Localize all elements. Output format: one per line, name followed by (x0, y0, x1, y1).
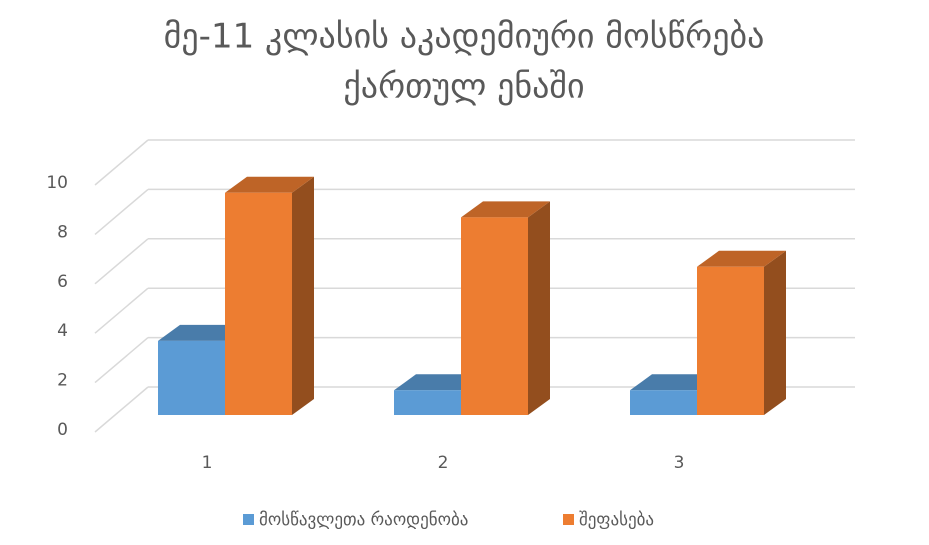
grid-line (94, 188, 149, 235)
chart-title: ქართულ ენაში (343, 67, 584, 107)
grid-line (94, 337, 149, 384)
grid-line (94, 139, 149, 186)
bar-front (461, 217, 528, 415)
y-tick-label: 0 (57, 420, 68, 440)
bar-side (292, 176, 314, 415)
bar-top (630, 374, 719, 391)
bar-front (394, 390, 461, 415)
bar-top (394, 374, 483, 391)
grid-line (94, 238, 149, 285)
legend-label: შეფასება (579, 510, 654, 530)
chart-title: მე-11 კლასის აკადემიური მოსწრება (164, 17, 765, 57)
y-tick-label: 2 (57, 371, 68, 391)
bar-front (630, 390, 697, 415)
bar-front (225, 192, 292, 415)
bar-side (764, 250, 786, 415)
bar-side (528, 201, 550, 415)
bar (225, 176, 314, 415)
bar-top (461, 201, 550, 218)
grid-line (94, 287, 149, 334)
bar-front (697, 266, 764, 415)
bar (461, 201, 550, 415)
bar-top (158, 324, 247, 341)
y-tick-label: 4 (57, 321, 68, 341)
x-tick-label: 2 (438, 453, 449, 473)
y-tick-label: 10 (46, 173, 68, 193)
bar-top (225, 176, 314, 193)
x-tick-label: 1 (202, 453, 213, 473)
legend-swatch (563, 514, 574, 525)
bar-top (697, 250, 786, 267)
y-tick-label: 8 (57, 222, 68, 242)
y-tick-label: 6 (57, 272, 68, 292)
bar (697, 250, 786, 415)
x-tick-label: 3 (674, 453, 685, 473)
grid-line (94, 386, 149, 433)
legend-label: მოსწავლეთა რაოდენობა (259, 510, 468, 530)
legend-swatch (243, 514, 254, 525)
bar-front (158, 340, 225, 415)
